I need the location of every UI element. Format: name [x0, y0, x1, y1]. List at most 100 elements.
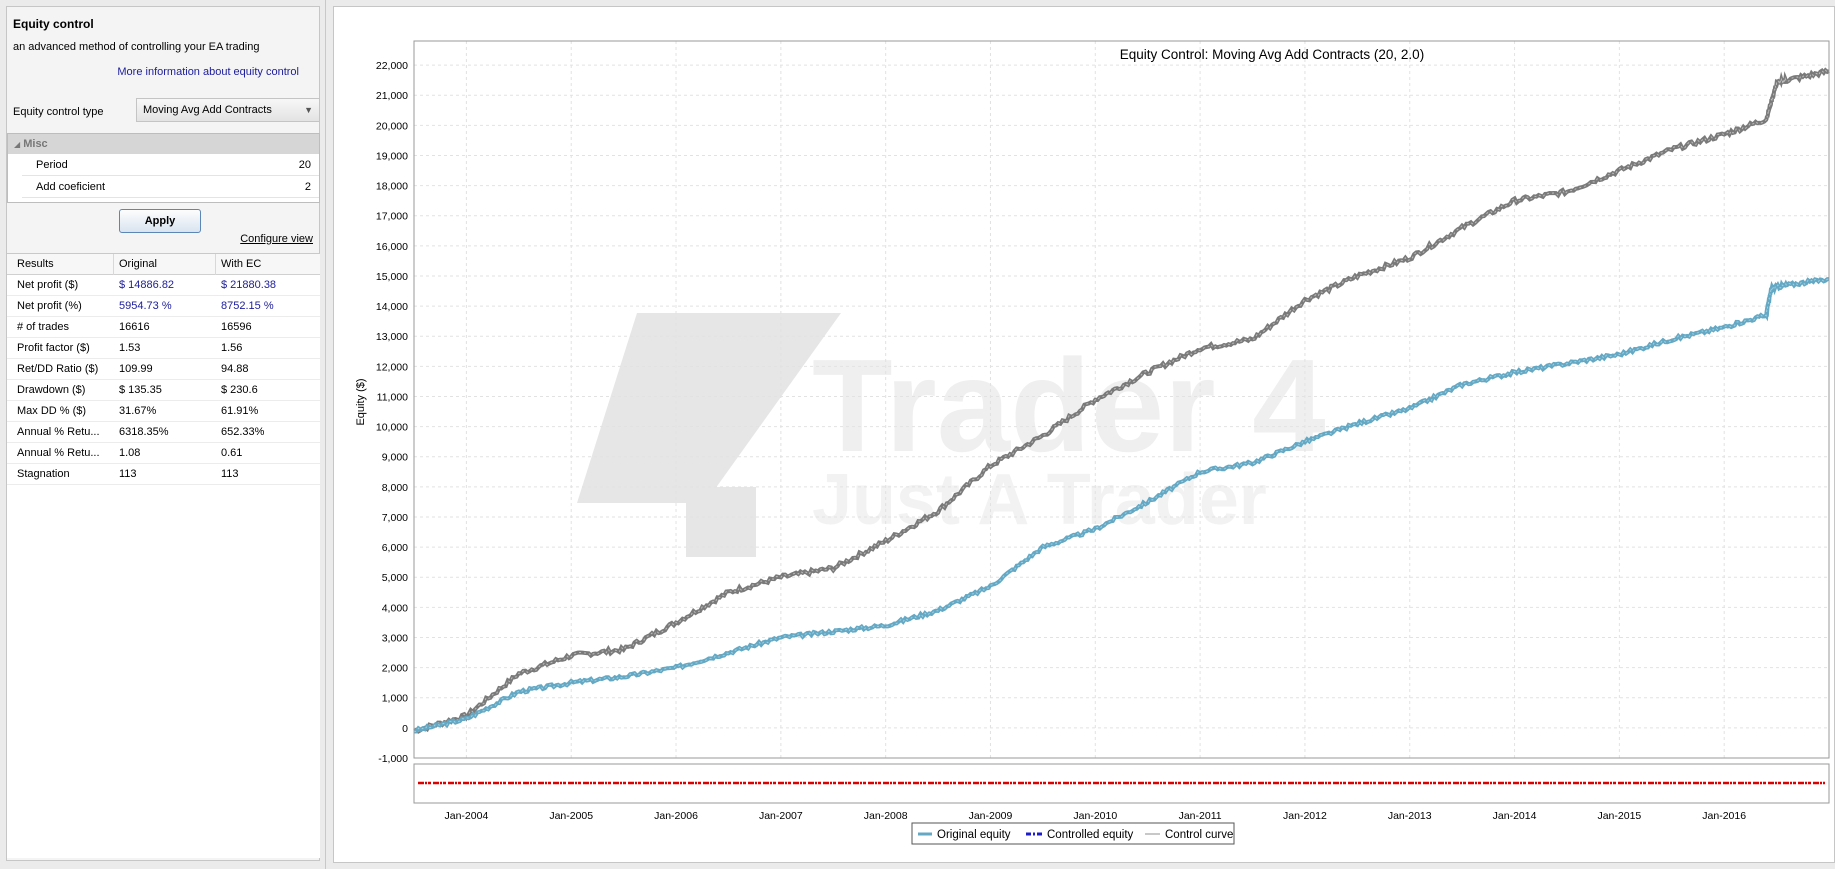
panel-subtitle: an advanced method of controlling your E…	[13, 41, 260, 53]
with-ec-value: 16596	[221, 321, 252, 333]
y-tick-label: 21,000	[376, 90, 408, 102]
property-name: Period	[36, 159, 68, 171]
svg-text:Just A Trader: Just A Trader	[812, 460, 1267, 540]
y-tick-label: 8,000	[382, 482, 408, 494]
control-strip	[413, 763, 1830, 804]
with-ec-value: $ 21880.38	[221, 279, 277, 291]
y-tick-label: 19,000	[376, 150, 408, 162]
y-tick-label: 13,000	[376, 331, 408, 343]
legend-label-controlled: Controlled equity	[1047, 829, 1134, 841]
y-tick-label: 14,000	[376, 301, 408, 313]
y-tick-label: 9,000	[382, 452, 408, 464]
x-tick-label: Jan-2008	[864, 810, 908, 822]
y-tick-label: 1,000	[382, 693, 408, 705]
original-value: 109.99	[119, 363, 153, 375]
x-tick-label: Jan-2010	[1073, 810, 1117, 822]
column-header[interactable]: Original	[119, 258, 157, 270]
svg-text:Trader 4: Trader 4	[812, 332, 1326, 479]
original-value: 16616	[119, 321, 150, 333]
column-header[interactable]: Results	[17, 258, 54, 270]
result-label: Drawdown ($)	[17, 384, 86, 396]
y-tick-label: 4,000	[382, 602, 408, 614]
result-label: Stagnation	[17, 468, 70, 480]
chart-title: Equity Control: Moving Avg Add Contracts…	[1120, 47, 1424, 62]
property-name: Add coeficient	[36, 181, 106, 193]
equity-chart: Trader 4 Just A Trader -1,000 0 1,000 2,000…	[333, 6, 1835, 863]
result-label: Net profit (%)	[17, 300, 82, 312]
equity-control-settings: Equity control an advanced method of con…	[6, 6, 320, 861]
with-ec-value: 1.56	[221, 342, 243, 354]
table-row: Net profit ($) $ 14886.82 $ 21880.38	[7, 275, 320, 296]
result-label: Net profit ($)	[17, 279, 79, 291]
y-tick-label: 3,000	[382, 632, 408, 644]
misc-properties: ◢ Misc Period 20 Add coeficient 2	[7, 133, 320, 203]
property-row-add-coefficient[interactable]: Add coeficient 2	[22, 176, 319, 198]
with-ec-value: 652.33%	[221, 426, 265, 438]
with-ec-value: 113	[221, 468, 239, 480]
result-label: Ret/DD Ratio ($)	[17, 363, 99, 375]
y-tick-label: 11,000	[377, 391, 408, 403]
property-value[interactable]: 20	[298, 159, 311, 171]
column-header[interactable]: With EC	[221, 258, 262, 270]
with-ec-value: 0.61	[221, 447, 243, 459]
result-label: Annual % Retu...	[17, 426, 100, 438]
y-tick-label: 7,000	[382, 512, 408, 524]
equity-control-type-select[interactable]: Moving Avg Add Contracts ▼	[136, 98, 320, 122]
y-tick-label: 0	[402, 723, 408, 735]
x-tick-label: Jan-2004	[445, 810, 489, 822]
watermark-logo: Trader 4 Just A Trader	[577, 313, 1326, 557]
original-value: 31.67%	[119, 405, 157, 417]
x-axis: Jan-2004 Jan-2005 Jan-2006 Jan-2007 Jan-2008…	[445, 810, 1747, 822]
y-tick-label: 22,000	[376, 60, 408, 72]
x-tick-label: Jan-2014	[1493, 810, 1537, 822]
table-row: Stagnation 113 113	[7, 464, 320, 485]
equity-control-type-label: Equity control type	[13, 106, 104, 118]
table-row: Annual % Retu... 1.08 0.61	[7, 443, 320, 464]
y-tick-label: 12,000	[376, 361, 408, 373]
legend-label-control-curve: Control curve	[1165, 829, 1233, 841]
y-tick-label: 5,000	[382, 572, 408, 584]
plot-grid	[414, 41, 1829, 759]
property-value[interactable]: 2	[304, 181, 311, 193]
table-row: Annual % Retu... 6318.35% 652.33%	[7, 422, 320, 443]
y-tick-label: 20,000	[376, 120, 408, 132]
series-layer	[413, 67, 1830, 734]
series-line-original-equity-highlight	[413, 278, 1830, 732]
y-axis-label: Equity ($)	[355, 378, 367, 425]
y-tick-label: 15,000	[376, 271, 408, 283]
property-row-period[interactable]: Period 20	[22, 154, 319, 176]
result-label: # of trades	[17, 321, 69, 333]
panel-title: Equity control	[13, 17, 94, 31]
legend: Original equity Controlled equity Contro…	[911, 822, 1235, 845]
plot-border	[413, 40, 1830, 759]
collapse-triangle-icon: ◢	[14, 140, 21, 149]
original-value: 6318.35%	[119, 426, 169, 438]
with-ec-value: 8752.15 %	[221, 300, 274, 312]
x-tick-label: Jan-2016	[1702, 810, 1746, 822]
y-tick-label: -1,000	[378, 753, 408, 765]
result-label: Profit factor ($)	[17, 342, 90, 354]
x-tick-label: Jan-2015	[1597, 810, 1641, 822]
y-tick-label: 2,000	[382, 663, 408, 675]
equity-control-panel: Equity control an advanced method of con…	[0, 0, 326, 869]
configure-view-link[interactable]: Configure view	[240, 233, 313, 245]
apply-button[interactable]: Apply	[119, 209, 201, 233]
misc-header-label: Misc	[23, 138, 48, 150]
with-ec-value: 94.88	[221, 363, 249, 375]
x-tick-label: Jan-2012	[1283, 810, 1327, 822]
original-value: 5954.73 %	[119, 300, 172, 312]
table-row: Drawdown ($) $ 135.35 $ 230.6	[7, 380, 320, 401]
table-row: Max DD % ($) 31.67% 61.91%	[7, 401, 320, 422]
y-tick-label: 10,000	[376, 422, 408, 434]
equity-control-type-value: Moving Avg Add Contracts	[143, 104, 272, 116]
x-tick-label: Jan-2011	[1179, 810, 1222, 822]
more-info-link[interactable]: More information about equity control	[117, 66, 299, 78]
with-ec-value: 61.91%	[221, 405, 259, 417]
misc-header[interactable]: ◢ Misc	[8, 134, 319, 154]
result-label: Annual % Retu...	[17, 447, 100, 459]
y-tick-label: 6,000	[382, 542, 408, 554]
original-value: 113	[119, 468, 137, 480]
table-row: Net profit (%) 5954.73 % 8752.15 %	[7, 296, 320, 317]
x-tick-label: Jan-2005	[549, 810, 593, 822]
results-table: Results Original With EC Net profit ($) …	[7, 253, 320, 858]
